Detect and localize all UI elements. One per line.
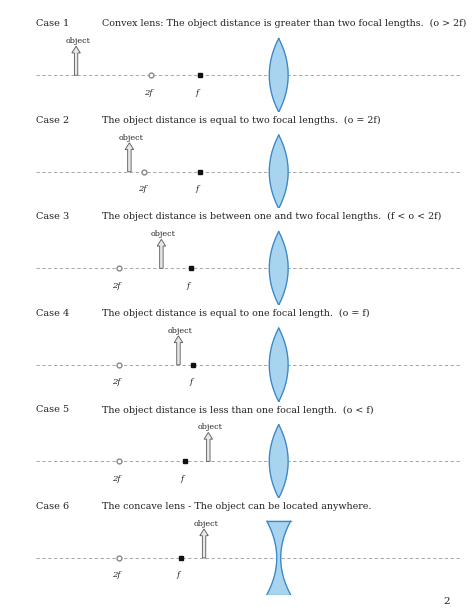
FancyArrow shape: [157, 239, 166, 268]
FancyArrow shape: [174, 336, 182, 365]
Text: object: object: [65, 37, 90, 45]
Polygon shape: [269, 232, 288, 305]
Text: Case 1: Case 1: [36, 19, 69, 28]
Text: object: object: [193, 520, 218, 528]
Text: 2f: 2f: [144, 89, 153, 97]
Text: The concave lens - The object can be located anywhere.: The concave lens - The object can be loc…: [101, 502, 371, 511]
Text: Convex lens: The object distance is greater than two focal lengths.  (o > 2f): Convex lens: The object distance is grea…: [101, 19, 466, 28]
Text: f: f: [181, 475, 184, 483]
Text: The object distance is equal to two focal lengths.  (o = 2f): The object distance is equal to two foca…: [101, 116, 380, 125]
Text: 2f: 2f: [112, 571, 121, 579]
Text: The object distance is equal to one focal length.  (o = f): The object distance is equal to one foca…: [101, 309, 369, 318]
FancyArrow shape: [72, 46, 80, 75]
FancyArrow shape: [200, 529, 208, 558]
Text: f: f: [189, 378, 192, 386]
Text: f: f: [176, 571, 180, 579]
Text: Case 5: Case 5: [36, 405, 69, 414]
FancyArrow shape: [125, 143, 134, 172]
Text: object: object: [198, 424, 222, 432]
Text: The object distance is less than one focal length.  (o < f): The object distance is less than one foc…: [101, 405, 374, 414]
Text: 2f: 2f: [138, 185, 146, 193]
Polygon shape: [269, 39, 288, 112]
Text: Case 4: Case 4: [36, 309, 69, 318]
Text: object: object: [118, 134, 144, 142]
Text: object: object: [168, 327, 192, 335]
FancyArrow shape: [204, 432, 212, 462]
Text: The object distance is between one and two focal lengths.  (f < o < 2f): The object distance is between one and t…: [101, 212, 441, 221]
Polygon shape: [267, 521, 291, 595]
Text: Case 6: Case 6: [36, 502, 69, 511]
Text: f: f: [187, 282, 190, 290]
Text: Case 3: Case 3: [36, 212, 69, 221]
Polygon shape: [269, 328, 288, 402]
Text: 2f: 2f: [112, 282, 121, 290]
Text: f: f: [195, 89, 199, 97]
Polygon shape: [269, 425, 288, 498]
Text: f: f: [195, 185, 199, 193]
Text: 2: 2: [444, 597, 450, 606]
Polygon shape: [269, 135, 288, 208]
Text: 2f: 2f: [112, 378, 121, 386]
Text: object: object: [151, 230, 175, 238]
Text: 2f: 2f: [112, 475, 121, 483]
Text: Case 2: Case 2: [36, 116, 69, 124]
